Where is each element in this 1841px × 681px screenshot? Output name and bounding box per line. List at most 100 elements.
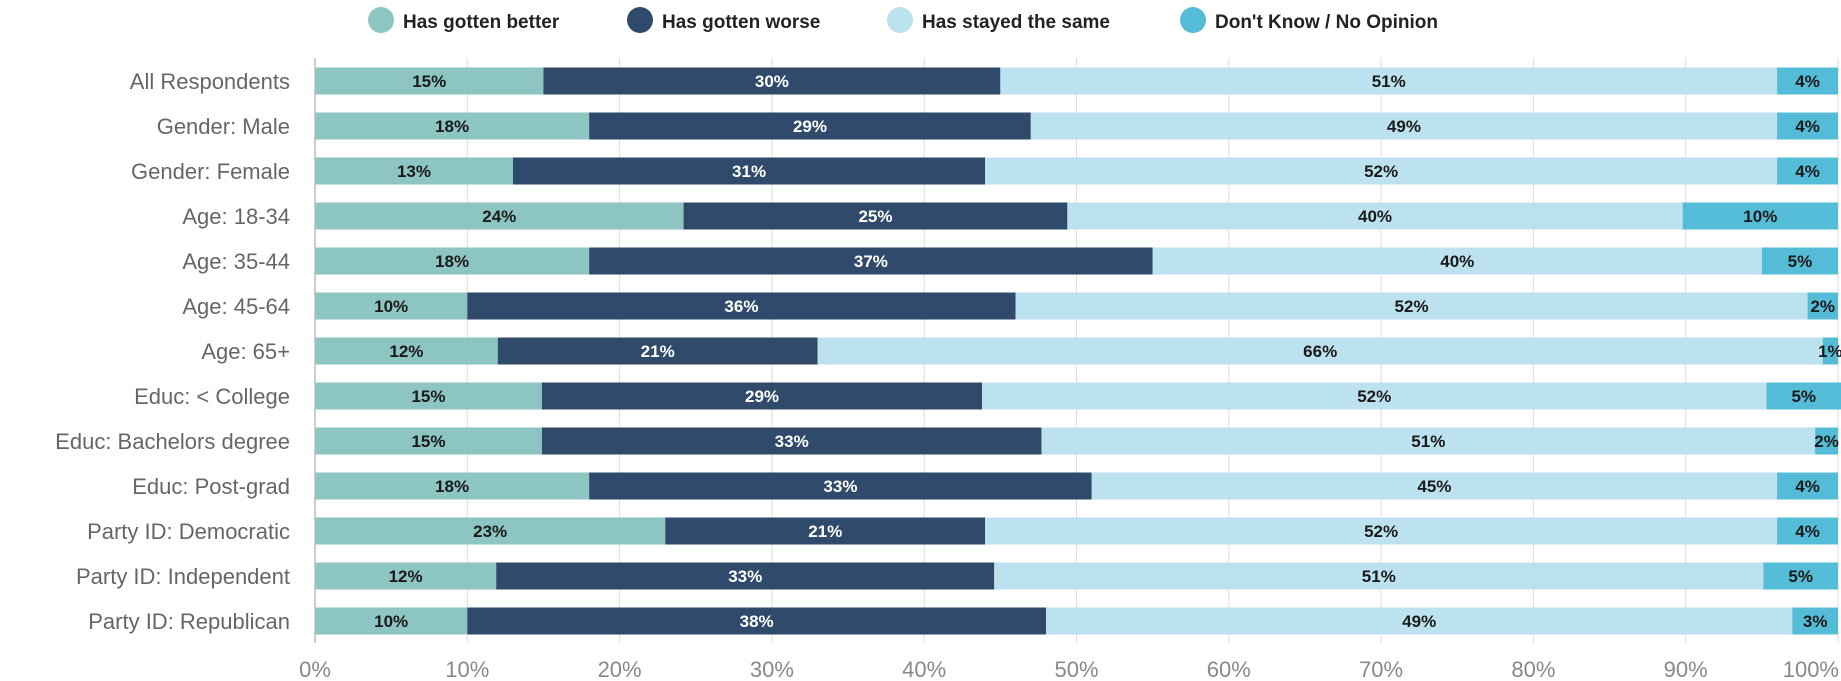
data-label-all-respondents-don-t-know-no-opinion: 4% [1795,72,1820,91]
bar-educ-college-has-gotten-better [315,382,542,410]
data-label-educ-college-has-stayed-the-same: 52% [1357,387,1391,406]
data-label-party-id-democratic-has-gotten-better: 23% [473,522,507,541]
bar-gender-male-don-t-know-no-opinion [1777,112,1838,140]
category-label-all-respondents: All Respondents [130,69,290,94]
bar-age-65-has-gotten-worse [497,337,818,365]
data-label-gender-male-don-t-know-no-opinion: 4% [1795,117,1820,136]
data-label-age-18-34-has-gotten-worse: 25% [858,207,892,226]
bar-age-45-64-don-t-know-no-opinion [1807,292,1838,320]
data-label-age-45-64-don-t-know-no-opinion: 2% [1810,297,1835,316]
bar-gender-male-has-gotten-worse [589,112,1031,140]
tick-label-4: 40% [902,657,946,681]
data-label-party-id-republican-has-gotten-better: 10% [374,612,408,631]
bars [315,67,1841,635]
bar-age-18-34-don-t-know-no-opinion [1682,202,1838,230]
data-label-educ-post-grad-has-gotten-worse: 33% [823,477,857,496]
bar-gender-female-has-stayed-the-same [985,157,1778,185]
bar-age-45-64-has-stayed-the-same [1015,292,1808,320]
bar-gender-female-don-t-know-no-opinion [1777,157,1838,185]
bar-age-65-don-t-know-no-opinion [1822,337,1838,365]
bar-age-18-34-has-gotten-better [315,202,684,230]
data-label-party-id-democratic-has-gotten-worse: 21% [808,522,842,541]
bar-age-65-has-stayed-the-same [817,337,1823,365]
bar-age-45-64-has-gotten-better [315,292,468,320]
data-label-age-65-has-gotten-better: 12% [389,342,423,361]
bar-party-id-democratic-has-gotten-better [315,517,666,545]
data-label-age-45-64-has-gotten-worse: 36% [724,297,758,316]
bar-party-id-republican-has-stayed-the-same [1046,607,1793,635]
bar-age-18-34-has-stayed-the-same [1067,202,1683,230]
data-label-party-id-republican-don-t-know-no-opinion: 3% [1803,612,1828,631]
category-label-party-id-democratic: Party ID: Democratic [87,519,290,544]
data-label-age-65-has-gotten-worse: 21% [641,342,675,361]
data-label-educ-post-grad-has-gotten-better: 18% [435,477,469,496]
bar-educ-post-grad-has-gotten-worse [589,472,1092,500]
data-label-age-35-44-has-gotten-better: 18% [435,252,469,271]
bar-party-id-independent-has-stayed-the-same [994,562,1764,590]
legend-label-has-gotten-worse: Has gotten worse [662,12,820,33]
data-label-party-id-independent-has-gotten-better: 12% [389,567,423,586]
legend-marker-has-gotten-better [368,7,394,33]
bar-gender-male-has-stayed-the-same [1030,112,1778,140]
data-label-age-65-don-t-know-no-opinion: 1% [1818,342,1841,361]
bar-educ-post-grad-has-gotten-better [315,472,590,500]
data-label-party-id-democratic-has-stayed-the-same: 52% [1364,522,1398,541]
category-label-educ-bachelors-degree: Educ: Bachelors degree [55,429,290,454]
data-label-all-respondents-has-stayed-the-same: 51% [1372,72,1406,91]
bar-party-id-independent-has-gotten-better [315,562,497,590]
category-labels: All Respondents Gender: Male Gender: Femal… [55,69,290,634]
tick-label-7: 70% [1359,657,1403,681]
data-label-age-35-44-don-t-know-no-opinion: 5% [1788,252,1813,271]
bar-gender-female-has-gotten-worse [512,157,986,185]
tick-label-8: 80% [1511,657,1555,681]
category-label-gender-male: Gender: Male [157,114,290,139]
data-label-gender-male-has-gotten-worse: 29% [793,117,827,136]
tick-label-9: 90% [1664,657,1708,681]
data-label-educ-college-don-t-know-no-opinion: 5% [1791,387,1816,406]
data-label-age-45-64-has-gotten-better: 10% [374,297,408,316]
data-label-age-18-34-don-t-know-no-opinion: 10% [1743,207,1777,226]
bar-party-id-independent-don-t-know-no-opinion [1763,562,1838,590]
bar-party-id-democratic-don-t-know-no-opinion [1777,517,1838,545]
tick-label-0: 0% [299,657,331,681]
bar-educ-post-grad-has-stayed-the-same [1091,472,1778,500]
data-label-party-id-republican-has-gotten-worse: 38% [740,612,774,631]
data-label-party-id-independent-has-gotten-worse: 33% [728,567,762,586]
tick-label-5: 50% [1054,657,1098,681]
data-label-gender-female-has-gotten-better: 13% [397,162,431,181]
category-label-gender-female: Gender: Female [131,159,290,184]
data-label-educ-college-has-gotten-better: 15% [411,387,445,406]
tick-label-2: 20% [598,657,642,681]
bar-age-35-44-has-gotten-better [315,247,590,275]
bar-age-65-has-gotten-better [315,337,498,365]
bar-educ-college-don-t-know-no-opinion [1766,382,1841,410]
data-label-all-respondents-has-gotten-better: 15% [412,72,446,91]
bar-educ-bachelors-degree-has-stayed-the-same [1041,427,1816,455]
data-label-age-35-44-has-gotten-worse: 37% [854,252,888,271]
category-label-age-35-44: Age: 35-44 [182,249,290,274]
data-label-party-id-democratic-don-t-know-no-opinion: 4% [1795,522,1820,541]
category-label-educ-post-grad: Educ: Post-grad [132,474,290,499]
bar-all-respondents-has-stayed-the-same [1000,67,1778,95]
data-label-educ-bachelors-degree-has-stayed-the-same: 51% [1411,432,1445,451]
data-label-gender-female-don-t-know-no-opinion: 4% [1795,162,1820,181]
data-label-party-id-independent-don-t-know-no-opinion: 5% [1788,567,1813,586]
bar-educ-college-has-gotten-worse [541,382,983,410]
data-labels: 15% 30% 51% 4% 18% 29% 49% 4% 13% 31% 52% 4% 24% 25% 4… [374,72,1841,631]
legend-label-has-gotten-better: Has gotten better [403,12,560,33]
data-label-gender-male-has-gotten-better: 18% [435,117,469,136]
data-label-gender-female-has-stayed-the-same: 52% [1364,162,1398,181]
data-label-age-18-34-has-gotten-better: 24% [482,207,516,226]
bar-party-id-independent-has-gotten-worse [496,562,995,590]
tick-label-3: 30% [750,657,794,681]
bar-party-id-republican-has-gotten-worse [467,607,1047,635]
bar-party-id-republican-has-gotten-better [315,607,468,635]
data-label-educ-bachelors-degree-has-gotten-worse: 33% [775,432,809,451]
data-label-gender-male-has-stayed-the-same: 49% [1387,117,1421,136]
data-label-age-65-has-stayed-the-same: 66% [1303,342,1337,361]
category-label-party-id-republican: Party ID: Republican [88,609,290,634]
bar-all-respondents-has-gotten-better [315,67,544,95]
legend: Has gotten better Has gotten worse Has sta… [368,7,1438,33]
data-label-party-id-republican-has-stayed-the-same: 49% [1402,612,1436,631]
